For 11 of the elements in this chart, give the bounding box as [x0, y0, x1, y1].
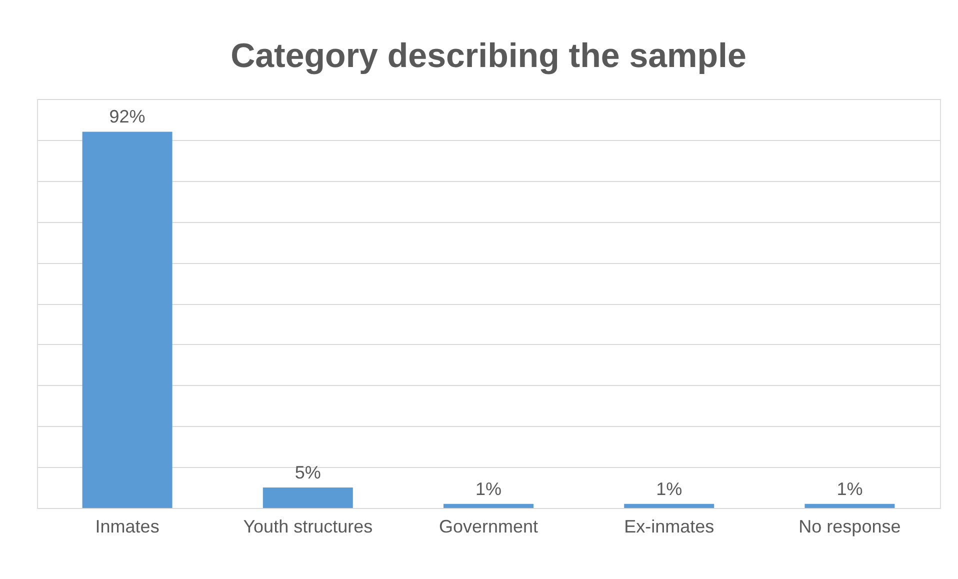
data-label: 92%	[109, 106, 146, 127]
x-tick-label: Ex-inmates	[624, 516, 714, 536]
x-tick-label: Government	[438, 516, 538, 536]
x-tick-label: Inmates	[95, 516, 160, 536]
data-label: 1%	[475, 478, 502, 499]
data-label: 1%	[656, 478, 682, 499]
chart-title: Category describing the sample	[230, 37, 746, 75]
data-label: 1%	[836, 478, 863, 499]
data-label: 5%	[294, 462, 321, 483]
x-tick-label: No response	[798, 516, 901, 536]
x-tick-label: Youth structures	[243, 516, 373, 536]
